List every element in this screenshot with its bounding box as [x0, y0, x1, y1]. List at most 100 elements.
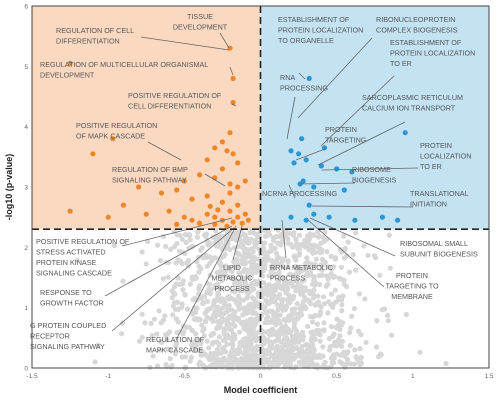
nonsignificant-point [294, 345, 300, 351]
nonsignificant-point [290, 309, 296, 315]
annotation-leader-line [104, 225, 233, 297]
nonsignificant-point [234, 300, 240, 306]
nonsignificant-point [149, 332, 155, 339]
nonsignificant-point [150, 353, 156, 359]
significant-point [181, 214, 187, 220]
nonsignificant-point [142, 320, 148, 326]
significant-point [303, 157, 309, 163]
nonsignificant-point [387, 265, 393, 271]
annotation-leader-line [295, 148, 326, 161]
nonsignificant-point [244, 295, 250, 301]
nonsignificant-point [212, 255, 218, 261]
nonsignificant-point [216, 312, 222, 318]
nonsignificant-point [250, 249, 256, 255]
nonsignificant-point [302, 237, 308, 243]
nonsignificant-point [275, 336, 281, 342]
region-backgrounds [32, 6, 489, 230]
significant-point [341, 187, 347, 193]
nonsignificant-point [299, 351, 305, 357]
annotation-label: REGULATION OF MAPK CASCADE [146, 335, 205, 355]
y-tick-label: 5 [24, 64, 28, 71]
nonsignificant-point [317, 281, 323, 287]
nonsignificant-point [206, 286, 212, 292]
nonsignificant-point [386, 232, 392, 238]
nonsignificant-point [143, 261, 149, 267]
y-tick-label: 4 [24, 124, 28, 131]
nonsignificant-point [328, 324, 334, 330]
nonsignificant-point [343, 361, 349, 367]
nonsignificant-point [272, 331, 279, 337]
nonsignificant-point [195, 229, 201, 235]
nonsignificant-point [168, 246, 174, 252]
nonsignificant-point [267, 332, 273, 338]
annotation-leader-line [147, 141, 182, 161]
nonsignificant-point [268, 339, 274, 345]
nonsignificant-point [385, 318, 391, 324]
nonsignificant-point [325, 264, 332, 270]
nonsignificant-point [247, 316, 253, 322]
significant-point [306, 75, 312, 81]
nonsignificant-point [312, 262, 318, 268]
nonsignificant-point [316, 299, 322, 305]
nonsignificant-point [176, 248, 182, 254]
nonsignificant-point [237, 343, 243, 349]
nonsignificant-point [302, 285, 308, 291]
nonsignificant-point [270, 326, 276, 332]
nonsignificant-point [294, 331, 300, 337]
annotation-leader-line [298, 182, 356, 185]
nonsignificant-point [246, 309, 252, 315]
nonsignificant-point [256, 353, 262, 359]
significant-point [181, 178, 187, 184]
x-tick-label: 0.5 [332, 373, 341, 380]
nonsignificant-point [341, 277, 347, 283]
nonsignificant-point [162, 313, 168, 319]
nonsignificant-point [317, 338, 323, 344]
nonsignificant-point [330, 304, 336, 310]
nonsignificant-point [163, 243, 169, 250]
plot-frame [31, 5, 490, 369]
nonsignificant-point [253, 338, 259, 344]
nonsignificant-point [263, 297, 269, 304]
nonsignificant-point [268, 345, 275, 351]
nonsignificant-point [279, 347, 285, 354]
annotation-leader-line [307, 219, 385, 288]
nonsignificant-point [154, 242, 161, 248]
nonsignificant-point [170, 312, 176, 318]
nonsignificant-point [92, 359, 98, 365]
nonsignificant-point [232, 323, 238, 329]
nonsignificant-point [187, 237, 193, 243]
significant-point [120, 202, 126, 208]
annotation-label: RNA PROCESSING [280, 73, 328, 93]
nonsignificant-point [322, 229, 328, 235]
nonsignificant-point [200, 328, 206, 334]
nonsignificant-point [293, 241, 299, 247]
nonsignificant-point [220, 305, 226, 311]
nonsignificant-point [167, 356, 173, 362]
nonsignificant-point [316, 312, 322, 318]
significant-point [321, 145, 328, 151]
nonsignificant-point [320, 234, 326, 240]
nonsignificant-point [303, 349, 309, 356]
x-tick-label: -1.5 [26, 373, 38, 380]
nonsignificant-point [361, 243, 367, 249]
nonsignificant-point [243, 347, 249, 353]
nonsignificant-point [276, 269, 282, 275]
nonsignificant-point [336, 294, 342, 300]
nonsignificant-point [242, 305, 248, 311]
nonsignificant-point [285, 264, 291, 270]
nonsignificant-point [266, 273, 272, 279]
nonsignificant-point [272, 271, 278, 277]
annotation-leader-line [317, 121, 406, 166]
nonsignificant-point [271, 293, 278, 299]
annotation-label: LIPID METABOLIC PROCESS [211, 263, 252, 293]
nonsignificant-point [275, 314, 281, 320]
nonsignificant-point [214, 325, 220, 332]
nonsignificant-point [266, 249, 272, 255]
nonsignificant-point [331, 360, 337, 366]
nonsignificant-point [273, 322, 279, 328]
nonsignificant-point [241, 319, 247, 325]
nonsignificant-point [251, 296, 257, 302]
nonsignificant-point [274, 250, 280, 257]
annotation-leader-line [204, 173, 226, 187]
nonsignificant-point [344, 284, 350, 290]
